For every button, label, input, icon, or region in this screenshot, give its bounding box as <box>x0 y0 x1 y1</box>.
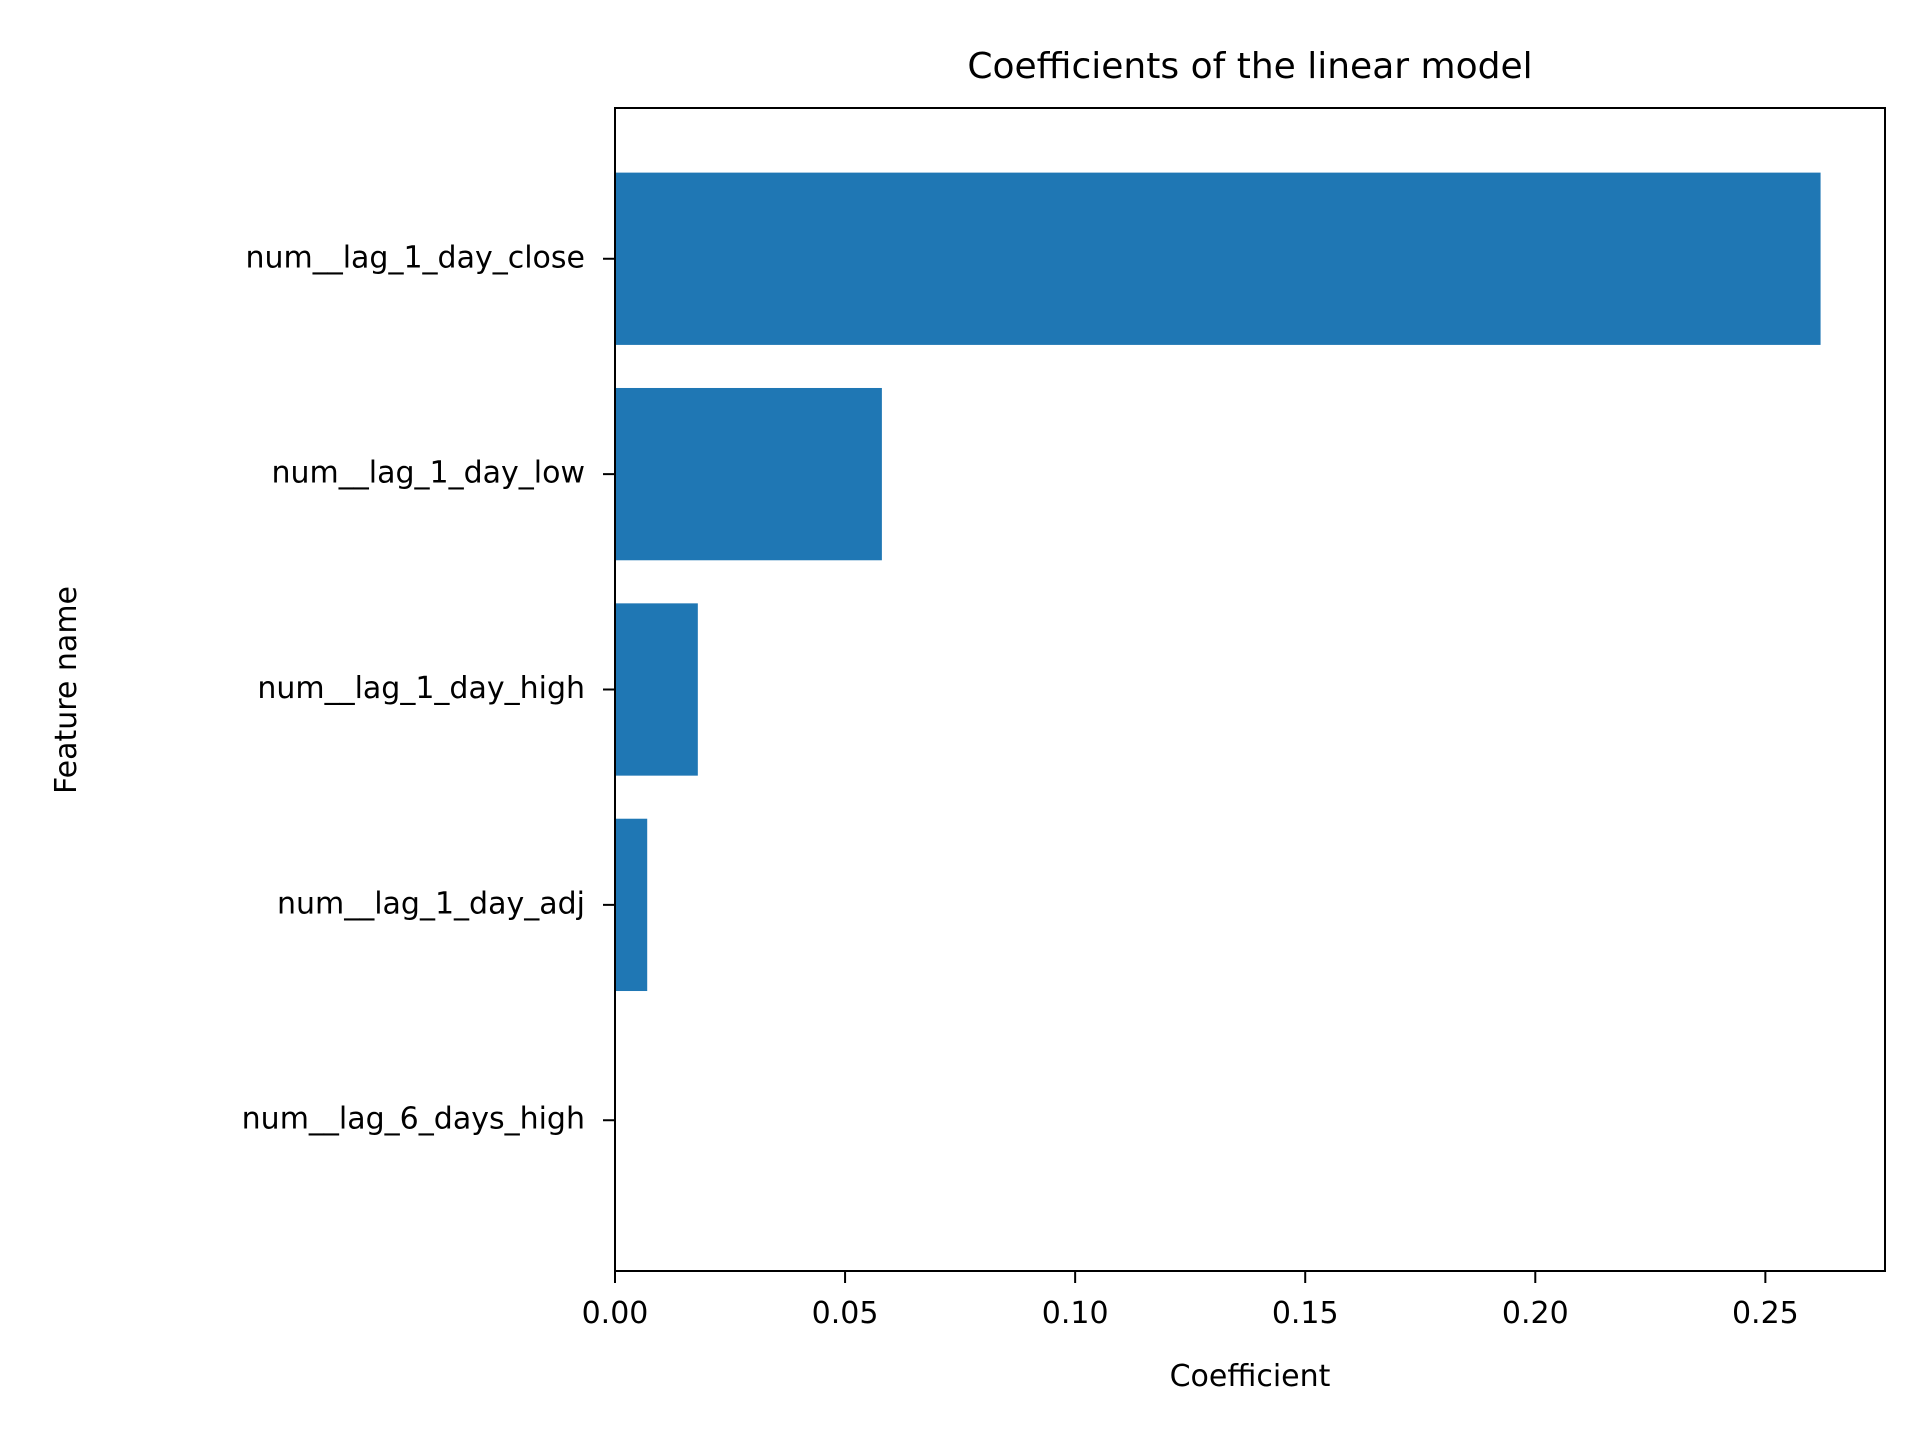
bar-num__lag_1_day_low <box>615 387 882 561</box>
x-axis-label: Coefficient <box>1170 1359 1331 1394</box>
bar-num__lag_1_day_adj <box>615 818 648 992</box>
x-tick-label: 0.00 <box>582 1296 649 1331</box>
x-tick-label: 0.25 <box>1732 1296 1799 1331</box>
y-tick-label: num__lag_6_days_high <box>242 1102 585 1137</box>
bar-num__lag_1_day_close <box>615 172 1821 345</box>
x-axis-ticks: 0.00 0.05 0.10 0.15 0.20 0.25 <box>582 1271 1799 1331</box>
y-tick-label: num__lag_1_day_close <box>245 240 585 275</box>
y-tick-label: num__lag_1_day_adj <box>277 886 585 921</box>
y-axis-ticks: num__lag_1_day_close num__lag_1_day_lownu… <box>242 240 615 1137</box>
x-tick-label: 0.15 <box>1272 1296 1339 1331</box>
bar-num__lag_1_day_high <box>615 603 698 776</box>
x-tick-label: 0.20 <box>1502 1296 1569 1331</box>
y-tick-label: num__lag_1_day_low <box>271 456 585 491</box>
bars-group <box>615 172 1821 992</box>
y-tick-label: num__lag_1_day_high <box>257 671 585 706</box>
plot-frame <box>614 107 1886 1272</box>
y-axis-label: Feature name <box>49 586 84 794</box>
chart-title: Coefficients of the linear model <box>967 46 1532 87</box>
x-tick-label: 0.05 <box>812 1296 879 1331</box>
x-tick-label: 0.10 <box>1042 1296 1109 1331</box>
